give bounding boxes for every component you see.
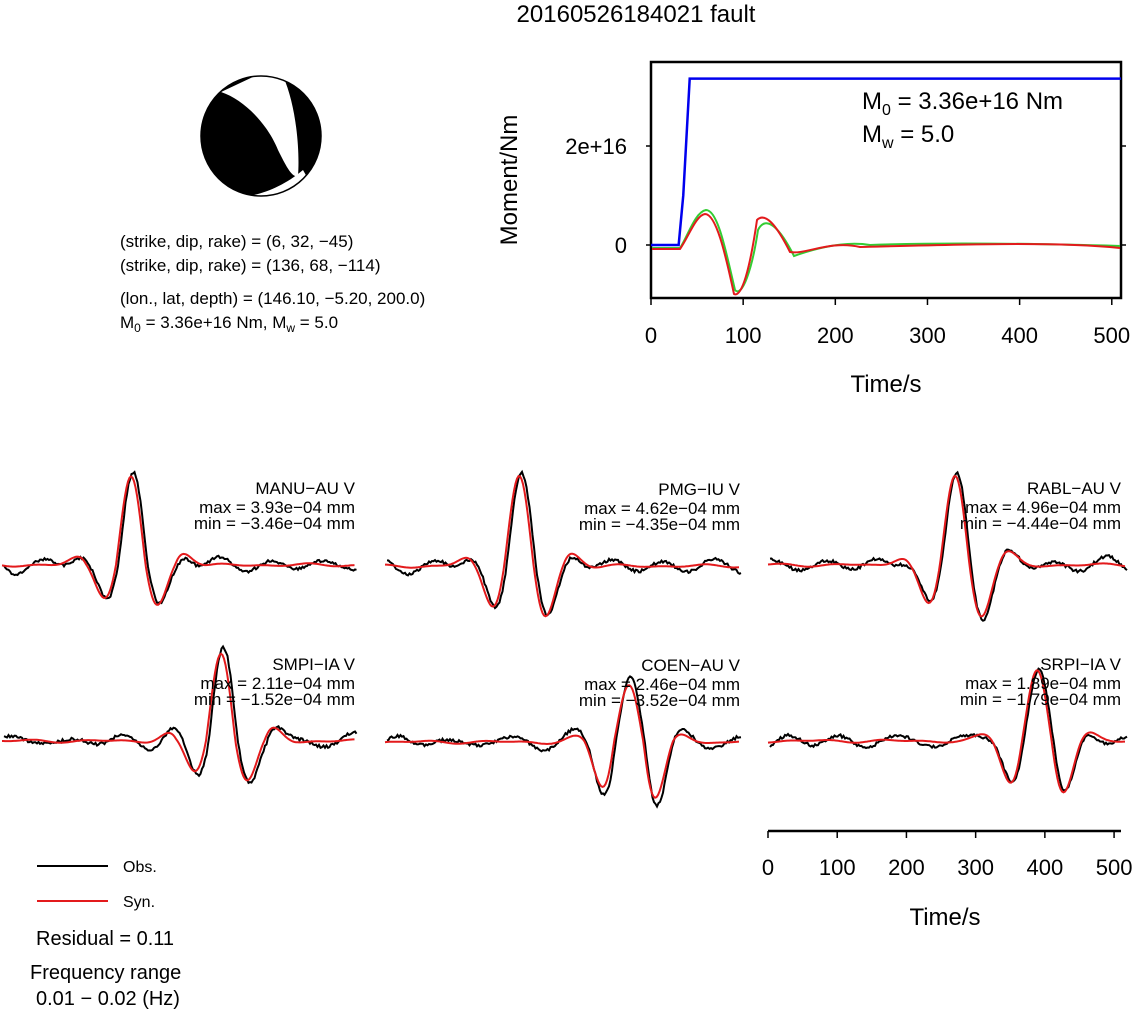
moment-x-tick-label: 100 — [725, 323, 762, 348]
station-name: COEN−AU V — [641, 656, 740, 675]
beachball-dilatation-a — [221, 76, 299, 177]
residual-text: Residual = 0.11 — [36, 928, 174, 950]
observed-trace — [3, 644, 358, 785]
moment-rate-red — [652, 212, 1121, 296]
moment-summary: M0 = 3.36e+16 Nm, Mw = 5.0 — [120, 313, 338, 335]
moment-y-axis-label: Moment/Nm — [496, 115, 523, 246]
station-name: SMPI−IA V — [272, 655, 355, 674]
plane2-text: (strike, dip, rake) = (136, 68, −114) — [120, 256, 380, 275]
mw-annotation: Mw = 5.0 — [862, 121, 954, 152]
station-name: SRPI−IA V — [1040, 655, 1121, 674]
station-min: min = −1.52e−04 mm — [194, 690, 355, 709]
beachball-outline — [200, 75, 322, 197]
observed-trace — [3, 470, 357, 605]
time-axis-tick-label: 300 — [957, 855, 994, 880]
location-text: (lon., lat, depth) = (146.10, −5.20, 200… — [120, 289, 425, 308]
moment-series-line — [651, 77, 1121, 247]
time-axis-tick-label: 200 — [888, 855, 925, 880]
station-name: PMG−IU V — [658, 480, 740, 499]
moment-y-label-0: 0 — [615, 233, 627, 258]
time-axis-tick-label: 0 — [762, 855, 774, 880]
time-axis-label: Time/s — [909, 904, 980, 931]
time-axis-tick-label: 400 — [1027, 855, 1064, 880]
synthetic-trace — [385, 475, 740, 618]
synthetic-trace — [384, 684, 740, 799]
station-max: max = 4.96e−04 mm — [965, 498, 1121, 517]
time-axis-ticks: 0 100 200 300 400 500 — [762, 831, 1133, 880]
observed-trace — [386, 469, 742, 617]
frequency-title: Frequency range — [30, 962, 181, 984]
moment-panel: 0 100 200 300 400 500 2e+16 0 Moment/Nm Time/… — [496, 60, 1130, 398]
synthetic-trace — [2, 652, 355, 782]
synthetic-trace — [767, 474, 1126, 618]
moment-x-axis-label: Time/s — [850, 371, 921, 398]
synthetic-trace — [1, 475, 355, 606]
time-axis-tick-label: 100 — [819, 855, 856, 880]
moment-frame — [649, 60, 1123, 300]
station-max: max = 2.46e−04 mm — [584, 675, 740, 694]
moment-x-ticks: 0 100 200 300 400 500 — [645, 298, 1130, 348]
station-max: max = 1.89e−04 mm — [965, 674, 1121, 693]
station-min: min = −3.46e−04 mm — [194, 514, 355, 533]
legend: Obs. Syn. — [37, 859, 157, 911]
station-max: max = 3.93e−04 mm — [199, 498, 355, 517]
station-min: min = −3.52e−04 mm — [579, 691, 740, 710]
legend-syn-label: Syn. — [123, 894, 155, 911]
moment-y-label-2e16: 2e+16 — [565, 134, 627, 159]
waveform-time-axis: 0 100 200 300 400 500 Time/s — [762, 829, 1133, 931]
time-axis-tick-label: 500 — [1096, 855, 1133, 880]
moment-rate-green — [652, 208, 1121, 293]
legend-obs-label: Obs. — [123, 859, 157, 876]
station-min: min = −4.35e−04 mm — [579, 515, 740, 534]
beachball — [200, 75, 322, 197]
figure-title: 20160526184021 fault — [517, 1, 756, 28]
moment-x-tick-label: 300 — [909, 323, 946, 348]
station-max: max = 4.62e−04 mm — [584, 499, 740, 518]
plane1-text: (strike, dip, rake) = (6, 32, −45) — [120, 232, 353, 251]
moment-x-tick-label: 0 — [645, 323, 657, 348]
station-min: min = −4.44e−04 mm — [960, 514, 1121, 533]
synthetic-trace — [767, 669, 1125, 794]
station-max: max = 2.11e−04 mm — [200, 674, 355, 693]
station-name: RABL−AU V — [1027, 479, 1122, 498]
moment-x-tick-label: 400 — [1001, 323, 1038, 348]
station-name: MANU−AU V — [255, 479, 355, 498]
station-min: min = −1.79e−04 mm — [960, 690, 1121, 709]
moment-x-tick-label: 500 — [1093, 323, 1130, 348]
frequency-value: 0.01 − 0.02 (Hz) — [36, 988, 180, 1009]
observed-trace — [386, 675, 742, 809]
m0-annotation: M0 = 3.36e+16 Nm — [862, 88, 1063, 119]
moment-x-tick-label: 200 — [817, 323, 854, 348]
